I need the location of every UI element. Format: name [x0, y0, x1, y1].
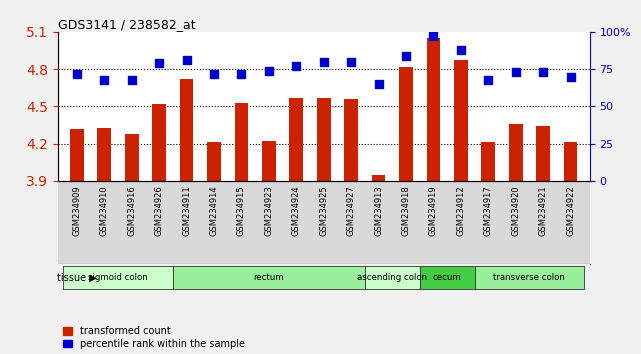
Text: GSM234910: GSM234910	[100, 185, 109, 236]
Point	[483, 77, 494, 82]
Point	[263, 68, 274, 74]
Point	[510, 69, 520, 75]
Text: GSM234926: GSM234926	[154, 185, 163, 236]
Bar	[426, 38, 440, 181]
Bar	[70, 129, 84, 181]
Text: GSM234916: GSM234916	[127, 185, 137, 236]
Text: GSM234918: GSM234918	[401, 185, 410, 236]
Point	[181, 57, 192, 63]
Bar	[207, 142, 221, 181]
Point	[99, 77, 110, 82]
Bar	[97, 127, 111, 181]
Point	[72, 71, 82, 76]
Text: GSM234917: GSM234917	[484, 185, 493, 236]
Text: GSM234915: GSM234915	[237, 185, 246, 236]
Point	[374, 81, 384, 87]
Text: GSM234925: GSM234925	[319, 185, 328, 236]
Text: GSM234914: GSM234914	[210, 185, 219, 236]
Text: GSM234923: GSM234923	[264, 185, 273, 236]
Point	[538, 69, 548, 75]
Bar	[179, 79, 194, 181]
Text: transverse colon: transverse colon	[494, 273, 565, 282]
Bar	[537, 126, 550, 181]
Bar	[372, 175, 385, 181]
Bar	[454, 61, 468, 181]
Text: cecum: cecum	[433, 273, 462, 282]
Text: GDS3141 / 238582_at: GDS3141 / 238582_at	[58, 18, 196, 31]
Point	[565, 74, 576, 79]
Text: GSM234913: GSM234913	[374, 185, 383, 236]
Bar	[563, 142, 578, 181]
Point	[127, 77, 137, 82]
Text: GSM234912: GSM234912	[456, 185, 465, 236]
FancyBboxPatch shape	[63, 266, 173, 289]
Bar	[399, 67, 413, 181]
Text: tissue ▶: tissue ▶	[57, 272, 97, 282]
Bar	[317, 98, 331, 181]
Text: ascending colon: ascending colon	[357, 273, 428, 282]
Text: GSM234924: GSM234924	[292, 185, 301, 236]
Point	[237, 71, 247, 76]
Text: sigmoid colon: sigmoid colon	[88, 273, 148, 282]
Bar	[290, 98, 303, 181]
Bar	[481, 142, 495, 181]
Bar	[509, 124, 522, 181]
Text: GSM234920: GSM234920	[511, 185, 520, 236]
FancyBboxPatch shape	[474, 266, 584, 289]
Text: GSM234919: GSM234919	[429, 185, 438, 236]
Text: GSM234927: GSM234927	[347, 185, 356, 236]
Text: GSM234909: GSM234909	[72, 185, 81, 236]
Bar	[125, 134, 138, 181]
Point	[154, 60, 164, 66]
Point	[456, 47, 466, 53]
Point	[346, 59, 356, 64]
FancyBboxPatch shape	[420, 266, 474, 289]
Legend: transformed count, percentile rank within the sample: transformed count, percentile rank withi…	[63, 326, 245, 349]
Bar	[153, 104, 166, 181]
Point	[319, 59, 329, 64]
FancyBboxPatch shape	[173, 266, 365, 289]
Point	[401, 53, 411, 58]
Point	[428, 34, 438, 39]
Point	[291, 63, 301, 69]
Text: GSM234922: GSM234922	[566, 185, 575, 236]
FancyBboxPatch shape	[365, 266, 420, 289]
Bar	[235, 103, 248, 181]
Bar	[262, 141, 276, 181]
Text: GSM234911: GSM234911	[182, 185, 191, 236]
Text: GSM234921: GSM234921	[538, 185, 547, 236]
Bar	[344, 99, 358, 181]
Text: rectum: rectum	[254, 273, 284, 282]
Point	[209, 71, 219, 76]
